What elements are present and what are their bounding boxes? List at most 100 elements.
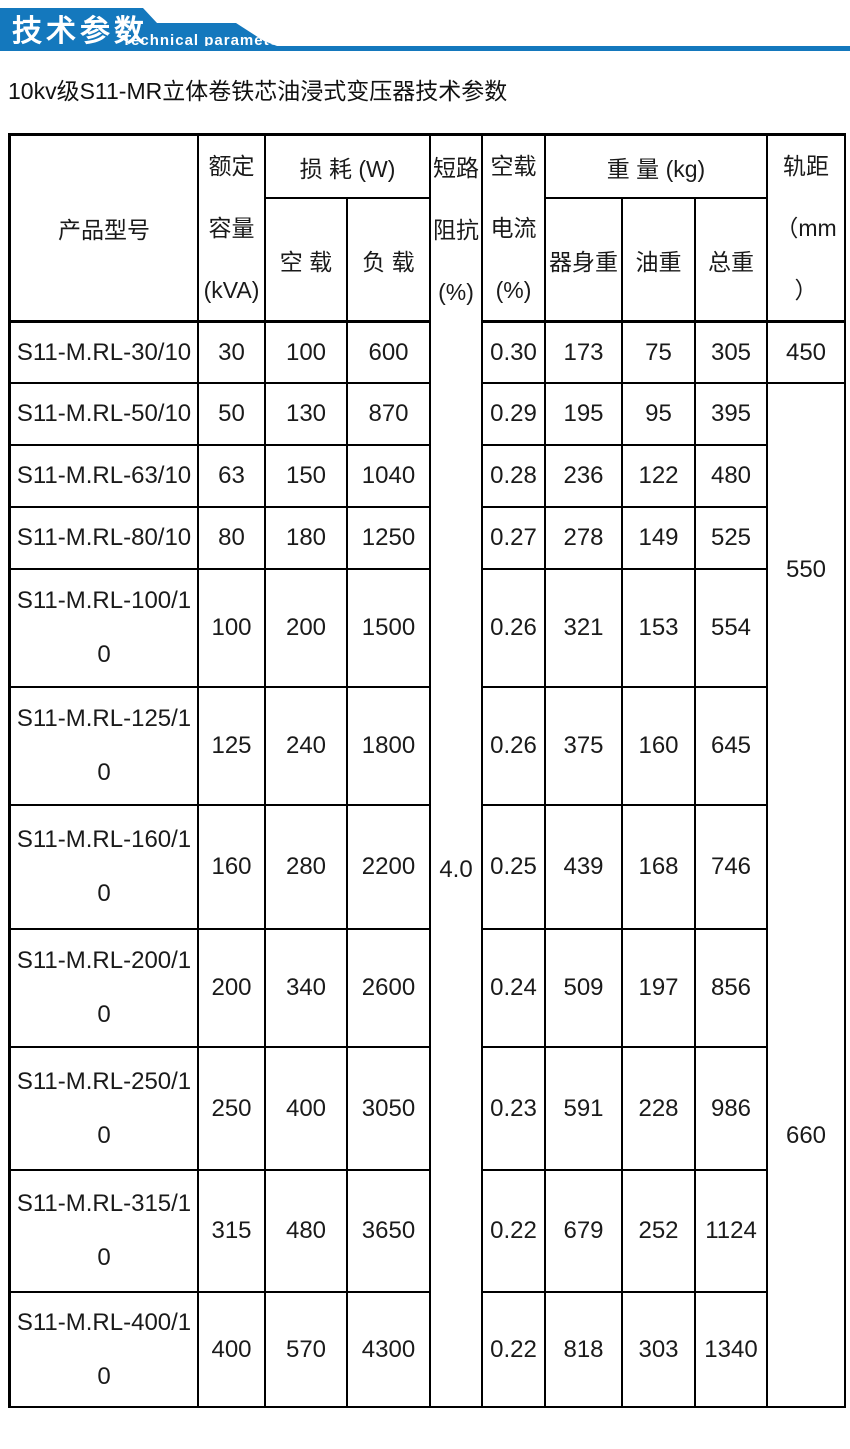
no-load-loss-cell: 180 bbox=[266, 508, 348, 570]
banner-subtitle-en: Technical parameter bbox=[122, 32, 286, 49]
model-cell: S11-M.RL-400/1 0 bbox=[11, 1293, 199, 1408]
oil-weight-cell: 228 bbox=[623, 1048, 696, 1171]
body-weight-cell: 375 bbox=[546, 688, 623, 806]
header-product-model: 产品型号 bbox=[11, 136, 199, 323]
capacity-cell: 100 bbox=[199, 570, 266, 688]
page-subtitle: 10kv级S11-MR立体卷铁芯油浸式变压器技术参数 bbox=[8, 78, 508, 104]
oil-weight-cell: 95 bbox=[623, 384, 696, 446]
body-weight-cell: 321 bbox=[546, 570, 623, 688]
gauge-value-550: 550 bbox=[785, 556, 827, 583]
no-load-current-cell: 0.24 bbox=[483, 930, 546, 1048]
total-weight-cell: 395 bbox=[696, 384, 768, 446]
total-weight-cell: 525 bbox=[696, 508, 768, 570]
no-load-loss-cell: 570 bbox=[266, 1293, 348, 1408]
no-load-current-cell: 0.30 bbox=[483, 323, 546, 384]
oil-weight-cell: 122 bbox=[623, 446, 696, 508]
body-weight-cell: 591 bbox=[546, 1048, 623, 1171]
header-impedance: 短路 阻抗 (%) bbox=[433, 154, 479, 305]
no-load-current-cell: 0.26 bbox=[483, 688, 546, 806]
model-cell: S11-M.RL-50/10 bbox=[11, 384, 199, 446]
model-cell: S11-M.RL-160/1 0 bbox=[11, 806, 199, 930]
header-rated-capacity: 额定 容量 (kVA) bbox=[199, 136, 266, 323]
no-load-current-cell: 0.28 bbox=[483, 446, 546, 508]
impedance-column-cell: 短路 阻抗 (%) 4.0 bbox=[431, 136, 483, 1408]
total-weight-cell: 986 bbox=[696, 1048, 768, 1171]
no-load-loss-cell: 240 bbox=[266, 688, 348, 806]
header-gauge: 轨距 （mm ） bbox=[768, 136, 846, 323]
model-cell: S11-M.RL-200/1 0 bbox=[11, 930, 199, 1048]
oil-weight-cell: 303 bbox=[623, 1293, 696, 1408]
capacity-cell: 80 bbox=[199, 508, 266, 570]
model-cell: S11-M.RL-250/1 0 bbox=[11, 1048, 199, 1171]
load-loss-cell: 3650 bbox=[348, 1171, 431, 1293]
load-loss-cell: 600 bbox=[348, 323, 431, 384]
body-weight-cell: 818 bbox=[546, 1293, 623, 1408]
total-weight-cell: 480 bbox=[696, 446, 768, 508]
capacity-cell: 315 bbox=[199, 1171, 266, 1293]
capacity-cell: 400 bbox=[199, 1293, 266, 1408]
total-weight-cell: 1340 bbox=[696, 1293, 768, 1408]
parameters-table: 产品型号 额定 容量 (kVA) 损 耗 (W) 空 载 负 载 短路 阻抗 (… bbox=[8, 133, 846, 1408]
impedance-value: 4.0 bbox=[439, 856, 473, 883]
oil-weight-cell: 168 bbox=[623, 806, 696, 930]
body-weight-cell: 509 bbox=[546, 930, 623, 1048]
model-cell: S11-M.RL-80/10 bbox=[11, 508, 199, 570]
capacity-cell: 125 bbox=[199, 688, 266, 806]
capacity-cell: 160 bbox=[199, 806, 266, 930]
no-load-current-cell: 0.22 bbox=[483, 1171, 546, 1293]
no-load-loss-cell: 150 bbox=[266, 446, 348, 508]
oil-weight-cell: 197 bbox=[623, 930, 696, 1048]
oil-weight-cell: 252 bbox=[623, 1171, 696, 1293]
no-load-current-cell: 0.27 bbox=[483, 508, 546, 570]
capacity-cell: 200 bbox=[199, 930, 266, 1048]
model-cell: S11-M.RL-30/10 bbox=[11, 323, 199, 384]
load-loss-cell: 1040 bbox=[348, 446, 431, 508]
total-weight-cell: 1124 bbox=[696, 1171, 768, 1293]
gauge-merged-cell: 550 660 bbox=[768, 384, 846, 1408]
no-load-current-cell: 0.25 bbox=[483, 806, 546, 930]
header-weight-group: 重 量 (kg) bbox=[546, 136, 768, 199]
total-weight-cell: 856 bbox=[696, 930, 768, 1048]
load-loss-cell: 3050 bbox=[348, 1048, 431, 1171]
body-weight-cell: 195 bbox=[546, 384, 623, 446]
no-load-loss-cell: 200 bbox=[266, 570, 348, 688]
total-weight-cell: 305 bbox=[696, 323, 768, 384]
no-load-loss-cell: 400 bbox=[266, 1048, 348, 1171]
no-load-loss-cell: 480 bbox=[266, 1171, 348, 1293]
no-load-current-cell: 0.23 bbox=[483, 1048, 546, 1171]
body-weight-cell: 278 bbox=[546, 508, 623, 570]
no-load-loss-cell: 130 bbox=[266, 384, 348, 446]
no-load-loss-cell: 340 bbox=[266, 930, 348, 1048]
no-load-current-cell: 0.26 bbox=[483, 570, 546, 688]
model-cell: S11-M.RL-100/1 0 bbox=[11, 570, 199, 688]
no-load-current-cell: 0.29 bbox=[483, 384, 546, 446]
no-load-loss-cell: 280 bbox=[266, 806, 348, 930]
gauge-value-660: 660 bbox=[785, 1122, 827, 1149]
load-loss-cell: 1500 bbox=[348, 570, 431, 688]
load-loss-cell: 2600 bbox=[348, 930, 431, 1048]
total-weight-cell: 746 bbox=[696, 806, 768, 930]
model-cell: S11-M.RL-315/1 0 bbox=[11, 1171, 199, 1293]
oil-weight-cell: 160 bbox=[623, 688, 696, 806]
load-loss-cell: 2200 bbox=[348, 806, 431, 930]
body-weight-cell: 439 bbox=[546, 806, 623, 930]
load-loss-cell: 4300 bbox=[348, 1293, 431, 1408]
oil-weight-cell: 149 bbox=[623, 508, 696, 570]
model-cell: S11-M.RL-125/1 0 bbox=[11, 688, 199, 806]
header-body-weight: 器身重 bbox=[546, 199, 623, 323]
gauge-cell-450: 450 bbox=[768, 323, 846, 384]
header-loss-group: 损 耗 (W) bbox=[266, 136, 431, 199]
model-cell: S11-M.RL-63/10 bbox=[11, 446, 199, 508]
capacity-cell: 50 bbox=[199, 384, 266, 446]
header-loss-no-load: 空 载 bbox=[266, 199, 348, 323]
body-weight-cell: 173 bbox=[546, 323, 623, 384]
banner-strip bbox=[0, 46, 850, 51]
header-no-load-current: 空载 电流 (%) bbox=[483, 136, 546, 323]
no-load-loss-cell: 100 bbox=[266, 323, 348, 384]
banner-title: 技术参数 bbox=[12, 15, 148, 48]
body-weight-cell: 236 bbox=[546, 446, 623, 508]
header-loss-load: 负 载 bbox=[348, 199, 431, 323]
capacity-cell: 63 bbox=[199, 446, 266, 508]
load-loss-cell: 1800 bbox=[348, 688, 431, 806]
capacity-cell: 250 bbox=[199, 1048, 266, 1171]
